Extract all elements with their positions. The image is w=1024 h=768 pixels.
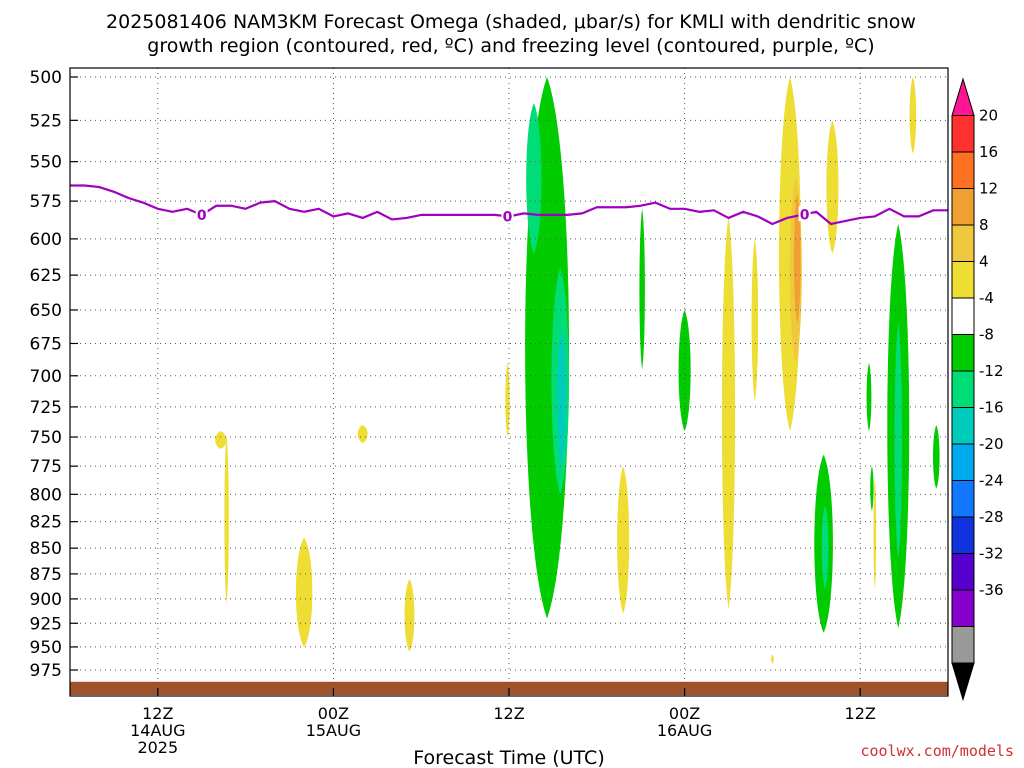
colorbar-box-8 (951, 370, 975, 408)
y-tick-label-725: 725 (30, 398, 62, 418)
colorbar-label-4: 4 (979, 253, 989, 271)
y-tick-label-950: 950 (30, 638, 62, 658)
omega-region-14 (793, 193, 801, 324)
colorbar-box-15 (951, 626, 975, 664)
omega-region-7 (721, 216, 736, 609)
x-tick-label-24-0: 00Z (318, 704, 349, 723)
colorbar-top-arrow (951, 77, 975, 116)
omega-region-0 (215, 431, 227, 449)
colorbar-box-5 (951, 261, 975, 299)
omega-region-27 (894, 323, 903, 559)
y-tick-label-550: 550 (30, 153, 62, 173)
y-tick-label-575: 575 (30, 192, 62, 212)
colorbar-box-7 (951, 334, 975, 372)
omega-region-4 (404, 578, 415, 652)
y-tick-label-525: 525 (30, 111, 62, 131)
x-tick-label-36-0: 12Z (493, 704, 524, 723)
y-tick-label-775: 775 (30, 457, 62, 477)
omega-region-17 (526, 103, 542, 254)
omega-region-20 (639, 208, 645, 370)
y-tick-label-825: 825 (30, 513, 62, 533)
colorbar-label-2: 12 (979, 180, 998, 198)
y-tick-label-625: 625 (30, 266, 62, 286)
omega-shading (215, 77, 940, 664)
x-axis-label: Forecast Time (UTC) (413, 747, 604, 768)
y-tick-label-600: 600 (30, 230, 62, 250)
omega-region-25 (870, 466, 874, 511)
omega-region-11 (909, 77, 917, 154)
freezing-label-bg-1 (501, 208, 514, 224)
colorbar-box-1 (951, 115, 975, 153)
freezing-level-label-1: 0 (503, 209, 513, 225)
freezing-level-contour: 0 0 0 (70, 184, 948, 225)
colorbar-label-12: -32 (979, 545, 1004, 563)
y-tick-label-875: 875 (30, 565, 62, 585)
colorbar-box-14 (951, 589, 975, 627)
x-tick-label-12-0: 12Z (142, 704, 173, 723)
y-tick-label-800: 800 (30, 485, 62, 505)
x-tick-label-24-1: 15AUG (306, 721, 361, 740)
colorbar-label-0: 20 (979, 107, 998, 125)
omega-region-28 (933, 425, 940, 489)
omega-region-2 (295, 537, 313, 647)
y-tick-label-650: 650 (30, 301, 62, 321)
colorbar-label-11: -28 (979, 508, 1004, 526)
chart-title-line2: growth region (contoured, red, ºC) and f… (147, 35, 874, 57)
y-tick-label-850: 850 (30, 539, 62, 559)
colorbar-label-6: -8 (979, 326, 994, 344)
y-tick-label-975: 975 (30, 661, 62, 681)
omega-region-9 (826, 120, 839, 254)
colorbar-label-5: -4 (979, 289, 994, 307)
colorbar-label-7: -12 (979, 362, 1004, 380)
colorbar-label-10: -24 (979, 472, 1004, 490)
freezing-label-bg-2 (798, 206, 811, 222)
omega-region-8 (771, 654, 774, 664)
colorbar-box-11 (951, 480, 975, 518)
freezing-level-label-0: 0 (197, 208, 207, 224)
omega-region-15 (751, 238, 759, 401)
omega-region-10 (873, 477, 877, 590)
colorbar-label-9: -20 (979, 435, 1004, 453)
x-tick-label-12-1: 14AUG (130, 721, 185, 740)
colorbar-box-6 (951, 297, 975, 335)
colorbar-label-1: 16 (979, 143, 998, 161)
colorbar-box-9 (951, 407, 975, 445)
colorbar-label-3: 8 (979, 216, 989, 234)
omega-region-3 (357, 425, 368, 443)
colorbar-box-12 (951, 516, 975, 554)
x-tick-label-60-0: 12Z (845, 704, 876, 723)
omega-region-23 (821, 505, 829, 590)
omega-region-24 (866, 362, 872, 432)
chart-title-line1: 2025081406 NAM3KM Forecast Omega (shaded… (106, 11, 916, 33)
colorbar-box-3 (951, 188, 975, 226)
x-tick-label-48-1: 16AUG (657, 721, 712, 740)
y-tick-label-900: 900 (30, 590, 62, 610)
colorbar-box-13 (951, 553, 975, 591)
freezing-level-label-2: 0 (800, 207, 810, 223)
y-tick-label-675: 675 (30, 334, 62, 354)
omega-region-6 (617, 466, 630, 614)
colorbar-label-8: -16 (979, 399, 1004, 417)
y-tick-label-750: 750 (30, 428, 62, 448)
omega-region-1 (224, 434, 229, 604)
y-tick-label-500: 500 (30, 68, 62, 88)
y-tick-label-925: 925 (30, 614, 62, 634)
freezing-label-bg-0 (195, 206, 208, 222)
colorbar-box-10 (951, 443, 975, 481)
colorbar-bottom-arrow (951, 662, 975, 702)
credit-text: coolwx.com/models (860, 742, 1014, 760)
colorbar-box-2 (951, 151, 975, 189)
colorbar-box-4 (951, 224, 975, 262)
x-tick-label-48-0: 00Z (669, 704, 700, 723)
omega-region-21 (678, 309, 691, 432)
omega-region-19 (557, 330, 567, 467)
y-axis: 500 525 550 575 600 625 650 675 700 725 750 775 800 8… (30, 68, 78, 681)
colorbar-label-13: -36 (979, 581, 1004, 599)
plot-area: 0 0 0 (69, 67, 949, 697)
y-tick-label-700: 700 (30, 367, 62, 387)
colorbar: 20 16 12 8 4 -4 -8 -12 -16 -20 -24 -28 -32 -36 (951, 77, 1004, 702)
x-tick-label-12-2: 2025 (137, 738, 178, 757)
